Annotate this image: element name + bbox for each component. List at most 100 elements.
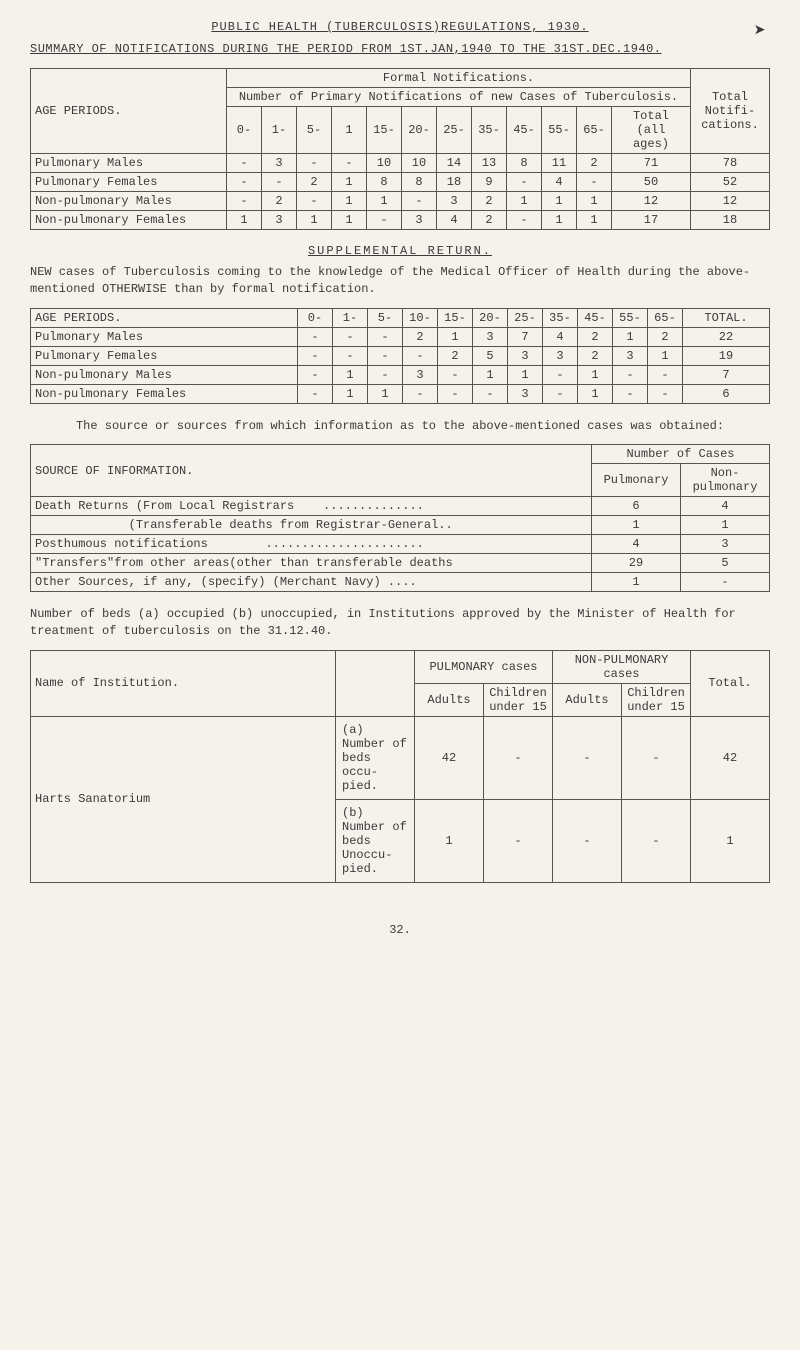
cell: 5 xyxy=(472,346,507,365)
cell: 50 xyxy=(612,173,691,192)
cell: 12 xyxy=(612,192,691,211)
th-col: 65- xyxy=(577,107,612,154)
cell: 4 xyxy=(542,173,577,192)
cell: - xyxy=(681,573,770,592)
row-label: Non-pulmonary Males xyxy=(31,192,227,211)
th-total2: TOTAL. xyxy=(682,308,769,327)
td-row-a-label: (a) Number of beds occu-pied. xyxy=(336,716,415,799)
cell: - xyxy=(297,384,332,403)
cell: 2 xyxy=(472,211,507,230)
supplemental-para: NEW cases of Tuberculosis coming to the … xyxy=(30,264,770,298)
cell: 6 xyxy=(682,384,769,403)
th-col: 35- xyxy=(542,308,577,327)
td-val: 1 xyxy=(415,799,484,882)
cell: 3 xyxy=(507,384,542,403)
td-val: - xyxy=(484,716,553,799)
cell: 22 xyxy=(682,327,769,346)
th-col: 15- xyxy=(367,107,402,154)
cell: 78 xyxy=(691,154,770,173)
cell: 1 xyxy=(367,384,402,403)
cell: 7 xyxy=(507,327,542,346)
td-val: - xyxy=(622,799,691,882)
cell: - xyxy=(297,154,332,173)
cell: - xyxy=(402,384,437,403)
th-formal: Formal Notifications. xyxy=(227,69,691,88)
td-val: 1 xyxy=(691,799,770,882)
cell: - xyxy=(227,154,262,173)
cell: 1 xyxy=(592,516,681,535)
th-col: 45- xyxy=(507,107,542,154)
cell: 1 xyxy=(332,365,367,384)
td-val: 42 xyxy=(415,716,484,799)
cell: 8 xyxy=(367,173,402,192)
cell: 13 xyxy=(472,154,507,173)
td-inst: Harts Sanatorium xyxy=(31,716,336,882)
cell: - xyxy=(612,384,647,403)
th-age-periods2: AGE PERIODS. xyxy=(31,308,298,327)
cell: - xyxy=(542,365,577,384)
cell: 8 xyxy=(507,154,542,173)
cell: 1 xyxy=(297,211,332,230)
cell: 3 xyxy=(472,327,507,346)
th-col: 35- xyxy=(472,107,507,154)
th-total-notifi: Total Notifi-cations. xyxy=(691,69,770,154)
table-row: Other Sources, if any, (specify) (Mercha… xyxy=(31,573,770,592)
th-name-inst: Name of Institution. xyxy=(31,650,336,716)
cell: 1 xyxy=(227,211,262,230)
cell: 2 xyxy=(437,346,472,365)
cell: 1 xyxy=(592,573,681,592)
cell: 2 xyxy=(577,327,612,346)
cell: - xyxy=(507,211,542,230)
cell: 5 xyxy=(681,554,770,573)
th-col: 55- xyxy=(542,107,577,154)
cell: - xyxy=(297,192,332,211)
cell: 17 xyxy=(612,211,691,230)
cell: 29 xyxy=(592,554,681,573)
cell: - xyxy=(472,384,507,403)
cell: 3 xyxy=(542,346,577,365)
cell: 12 xyxy=(691,192,770,211)
th-col: 20- xyxy=(402,107,437,154)
table-row: Pulmonary Males---2137421222 xyxy=(31,327,770,346)
cell: 1 xyxy=(472,365,507,384)
source-label: Posthumous notifications ...............… xyxy=(31,535,592,554)
source-label: Other Sources, if any, (specify) (Mercha… xyxy=(31,573,592,592)
td-val: - xyxy=(553,716,622,799)
th-source: SOURCE OF INFORMATION. xyxy=(31,445,592,497)
cell: 4 xyxy=(681,497,770,516)
table-row: Non-pulmonary Males-2-11-321111212 xyxy=(31,192,770,211)
cell: 1 xyxy=(681,516,770,535)
th-pulm: Pulmonary xyxy=(592,464,681,497)
td-val: - xyxy=(553,799,622,882)
td-val: - xyxy=(622,716,691,799)
cell: 2 xyxy=(577,346,612,365)
cell: - xyxy=(297,327,332,346)
table-formal-notifications: AGE PERIODS. Formal Notifications. Total… xyxy=(30,68,770,230)
cell: 3 xyxy=(507,346,542,365)
arrow-icon: ➤ xyxy=(754,18,766,44)
th-col: 5- xyxy=(367,308,402,327)
cell: 19 xyxy=(682,346,769,365)
cell: 4 xyxy=(437,211,472,230)
cell: 3 xyxy=(402,211,437,230)
cell: 2 xyxy=(647,327,682,346)
cell: 1 xyxy=(332,192,367,211)
table-row: Pulmonary Females--2188189-4-5052 xyxy=(31,173,770,192)
th-col: 45- xyxy=(577,308,612,327)
cell: - xyxy=(367,346,402,365)
cell: 71 xyxy=(612,154,691,173)
cell: - xyxy=(332,154,367,173)
cell: - xyxy=(612,365,647,384)
cell: - xyxy=(227,173,262,192)
cell: - xyxy=(367,365,402,384)
cell: 1 xyxy=(332,211,367,230)
th-col: 1- xyxy=(262,107,297,154)
page-title: PUBLIC HEALTH (TUBERCULOSIS)REGULATIONS,… xyxy=(30,20,770,34)
th-col: 55- xyxy=(612,308,647,327)
cell: - xyxy=(647,365,682,384)
table-supplemental: AGE PERIODS. 0- 1- 5- 10- 15- 20- 25- 35… xyxy=(30,308,770,404)
source-para: The source or sources from which informa… xyxy=(30,418,770,435)
th-children2: Children under 15 xyxy=(622,683,691,716)
cell: 1 xyxy=(367,192,402,211)
th-col: 20- xyxy=(472,308,507,327)
